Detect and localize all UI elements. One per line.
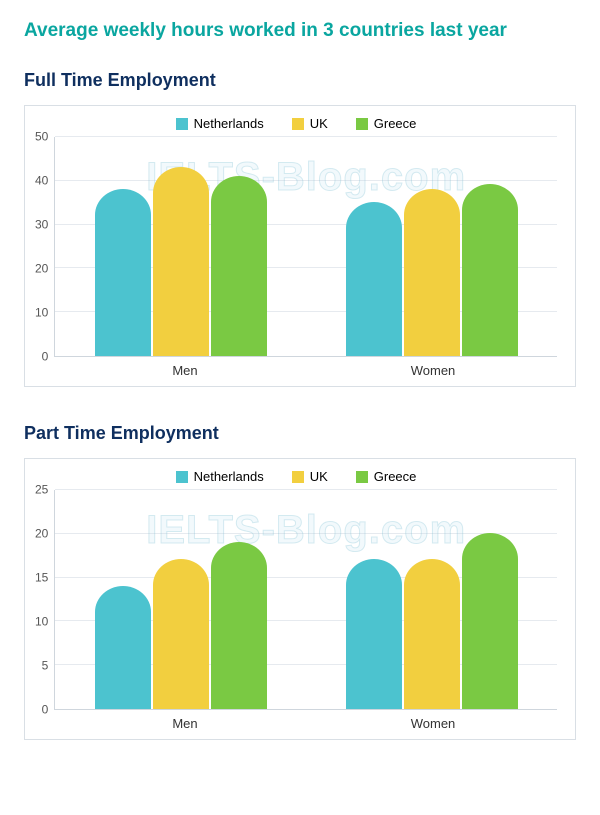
legend-item: UK [292,469,328,484]
x-label: Men [61,716,309,731]
bar [95,189,151,356]
chart-parttime: Part Time Employment Netherlands UK Greece 2… [24,423,576,740]
bar [346,559,402,709]
x-label: Women [309,716,557,731]
bar [211,176,267,356]
plot-area: IELTS-Blog.com [54,490,557,710]
legend-item: Greece [356,116,417,131]
chart-title: Part Time Employment [24,423,576,444]
bar-groups [55,137,557,356]
bar [153,167,209,356]
legend-label: Greece [374,469,417,484]
x-label: Women [309,363,557,378]
chart-legend: Netherlands UK Greece [35,116,557,131]
bar [346,202,402,356]
bar-groups [55,490,557,709]
legend-label: Netherlands [194,116,264,131]
legend-label: Netherlands [194,469,264,484]
chart-frame: Netherlands UK Greece 2520151050IELTS-Blog.… [24,458,576,740]
chart-title: Full Time Employment [24,70,576,91]
legend-swatch [292,471,304,483]
chart-fulltime: Full Time Employment Netherlands UK Greece 5… [24,70,576,387]
bar-group [306,184,557,356]
bar-group [306,533,557,709]
bar [95,586,151,709]
legend-item: UK [292,116,328,131]
bar [211,542,267,709]
x-axis: MenWomen [61,716,557,731]
legend-item: Netherlands [176,469,264,484]
chart-legend: Netherlands UK Greece [35,469,557,484]
legend-item: Netherlands [176,116,264,131]
y-axis: 2520151050 [35,490,54,710]
legend-swatch [356,118,368,130]
legend-label: UK [310,469,328,484]
legend-item: Greece [356,469,417,484]
bar-group [55,167,306,356]
chart-frame: Netherlands UK Greece 50403020100IELTS-Blog… [24,105,576,387]
legend-label: Greece [374,116,417,131]
legend-swatch [176,471,188,483]
bar [462,184,518,356]
plot-area: IELTS-Blog.com [54,137,557,357]
bar [404,189,460,356]
x-axis: MenWomen [61,363,557,378]
page-title: Average weekly hours worked in 3 countri… [24,20,576,42]
bar [462,533,518,709]
bar [404,559,460,709]
legend-swatch [292,118,304,130]
legend-label: UK [310,116,328,131]
x-label: Men [61,363,309,378]
bar-group [55,542,306,709]
legend-swatch [176,118,188,130]
bar [153,559,209,709]
legend-swatch [356,471,368,483]
y-axis: 50403020100 [35,137,54,357]
